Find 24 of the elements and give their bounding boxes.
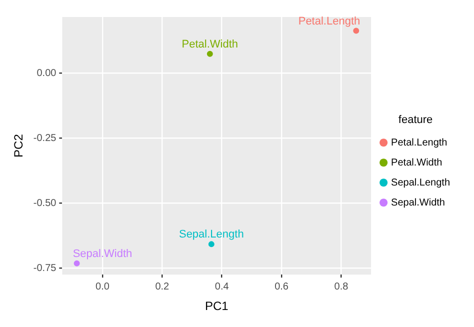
point [74, 260, 80, 266]
x-tick-label: 0.6 [274, 281, 289, 292]
text: Petal.Width [182, 38, 238, 50]
legend-title: feature [398, 114, 433, 126]
text: Sepal.Width [72, 248, 132, 260]
y-tick-label: -0.75 [33, 262, 57, 274]
y-tick-label: -0.50 [33, 198, 57, 209]
y-axis-title: PC2 [12, 134, 26, 158]
y-tick-label: -0.25 [33, 132, 57, 144]
legend-label: Sepal.Length [391, 177, 450, 188]
legend-label: Petal.Length [391, 137, 448, 148]
y-tick-label: 0.00 [36, 68, 57, 79]
point [206, 50, 213, 57]
point [208, 241, 214, 248]
x-tick-label: 0.2 [155, 281, 170, 292]
text: Sepal.Length [178, 228, 244, 241]
legend-label: Sepal.Width [391, 197, 445, 208]
x-axis-title: PC1 [204, 299, 229, 314]
legend-label: Petal.Width [391, 157, 442, 168]
text: Petal.Length [298, 15, 360, 28]
x-tick-label: 0.8 [334, 281, 349, 292]
point [353, 28, 360, 34]
x-tick-label: 0.4 [214, 281, 230, 292]
x-tick-label: 0.0 [96, 281, 110, 292]
